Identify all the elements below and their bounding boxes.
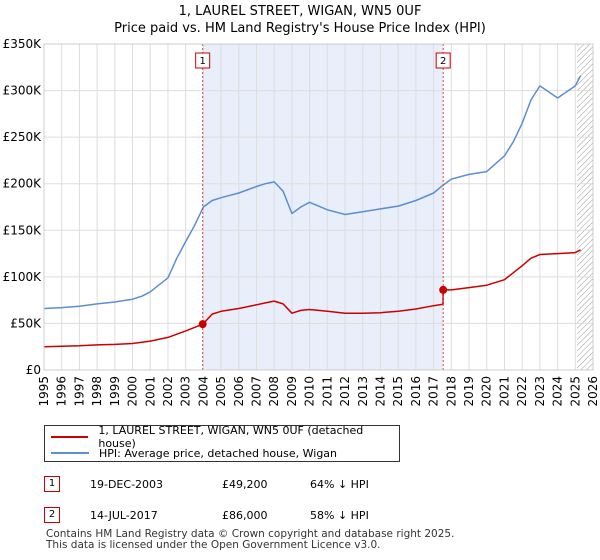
y-tick-label: £50K	[10, 316, 42, 330]
property-price-line	[43, 249, 581, 348]
x-tick-label: 2023	[533, 376, 547, 407]
sale-date: 19-DEC-2003	[90, 478, 164, 491]
y-tick-label: £0	[26, 363, 41, 377]
legend-swatch-hpi	[51, 452, 89, 454]
y-tick-label: £100K	[3, 270, 43, 284]
x-tick-label: 2003	[179, 376, 193, 407]
x-tick-label: 2002	[161, 376, 175, 407]
x-tick-label: 2026	[586, 376, 600, 407]
x-tick-label: 2015	[391, 376, 405, 407]
y-tick-label: £200K	[3, 177, 43, 191]
x-tick-label: 2016	[409, 376, 423, 407]
legend-item-property: 1, LAUREL STREET, WIGAN, WN5 0UF (detach…	[51, 424, 399, 450]
chart-legend: 1, LAUREL STREET, WIGAN, WN5 0UF (detach…	[44, 424, 400, 462]
x-tick-label: 2013	[356, 376, 370, 407]
legend-label-property: 1, LAUREL STREET, WIGAN, WN5 0UF (detach…	[98, 424, 364, 450]
plot-border	[43, 43, 594, 371]
y-tick-label: £300K	[3, 84, 43, 98]
sale-marker-box	[435, 52, 451, 69]
sale-price: £49,200	[222, 478, 268, 491]
price-chart: 1 2 £0 £50K £100K £150K £200K £250K £300K £350K 1…	[3, 37, 600, 407]
x-tick-label: 2011	[320, 376, 334, 407]
x-tick-label: 2018	[444, 376, 458, 407]
x-tick-label: 2000	[126, 376, 140, 407]
y-tick-label: £250K	[3, 130, 43, 144]
sale-marker-label: 1	[199, 56, 205, 67]
sale-marker-box	[195, 52, 211, 69]
x-tick-label: 2009	[285, 376, 299, 407]
x-tick-label: 1999	[108, 376, 122, 407]
y-tick-label: £150K	[3, 223, 43, 237]
shaded-ownership-period	[202, 44, 444, 370]
sale-row: 1 19-DEC-2003 £49,200 64% ↓ HPI	[0, 476, 600, 496]
sale-point	[198, 320, 207, 329]
sale-number-badge: 1	[44, 476, 60, 492]
x-tick-label: 2014	[373, 376, 387, 407]
x-tick-label: 2025	[568, 376, 582, 407]
x-tick-label: 2019	[462, 376, 476, 407]
sale-point	[439, 285, 448, 294]
x-tick-label: 1996	[55, 376, 69, 407]
x-tick-label: 2004	[196, 376, 210, 407]
sale-row: 2 14-JUL-2017 £86,000 58% ↓ HPI	[0, 507, 600, 527]
legend-label-hpi: HPI: Average price, detached house, Wiga…	[99, 446, 338, 460]
sale-price: £86,000	[222, 509, 268, 522]
x-tick-label: 1998	[90, 376, 104, 407]
sale-hpi-diff: 58% ↓ HPI	[310, 509, 369, 522]
footer-licence: This data is licensed under the Open Gov…	[46, 539, 381, 551]
x-tick-label: 2006	[232, 376, 246, 407]
x-tick-label: 2001	[143, 376, 157, 407]
x-tick-label: 2005	[214, 376, 228, 407]
x-tick-label: 1995	[37, 376, 51, 407]
footer-copyright: Contains HM Land Registry data © Crown c…	[46, 528, 455, 540]
x-tick-label: 1997	[72, 376, 86, 407]
sale-hpi-diff: 64% ↓ HPI	[310, 478, 369, 491]
legend-item-hpi: HPI: Average price, detached house, Wiga…	[51, 445, 337, 461]
footer: Contains HM Land Registry data © Crown c…	[46, 529, 454, 551]
hpi-line	[43, 75, 582, 310]
x-tick-label: 2010	[303, 376, 317, 407]
chart-subtitle: Price paid vs. HM Land Registry's House …	[114, 21, 486, 36]
x-tick-label: 2022	[515, 376, 529, 407]
sale-number-badge: 2	[44, 507, 60, 523]
sale-date: 14-JUL-2017	[90, 509, 158, 522]
x-tick-label: 2020	[480, 376, 494, 407]
chart-title: 1, LAUREL STREET, WIGAN, WN5 0UF	[178, 4, 422, 19]
x-tick-label: 2017	[427, 376, 441, 407]
legend-swatch-property	[51, 436, 89, 438]
y-tick-label: £350K	[3, 37, 43, 51]
forecast-hatch	[577, 44, 593, 370]
x-tick-label: 2012	[338, 376, 352, 407]
sale-marker-label: 2	[440, 56, 446, 67]
x-tick-label: 2021	[497, 376, 511, 407]
x-tick-label: 2007	[250, 376, 264, 407]
x-tick-label: 2008	[267, 376, 281, 407]
x-tick-label: 2024	[551, 376, 565, 407]
